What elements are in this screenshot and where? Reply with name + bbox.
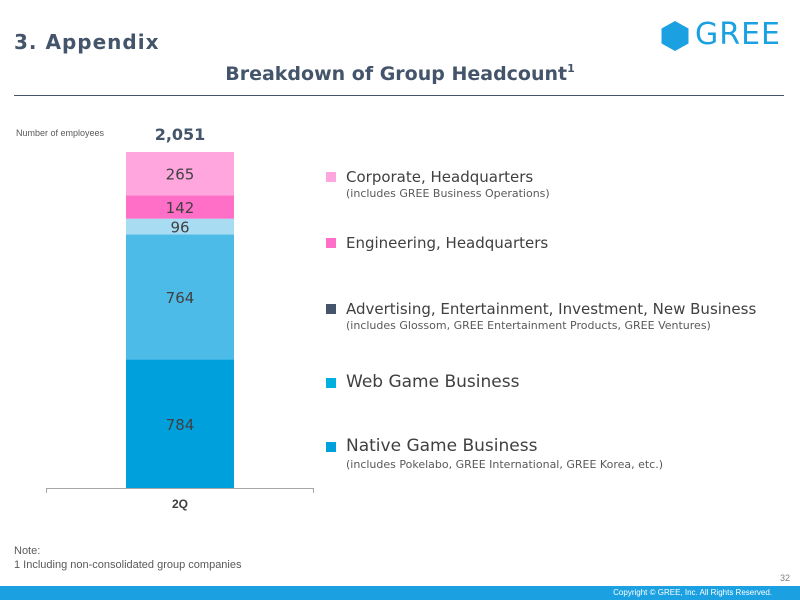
logo-text: GREE <box>695 17 782 52</box>
bar-segment-2 <box>126 218 234 235</box>
total-label: 2,051 <box>154 125 206 144</box>
legend-sublabel: (includes GREE Business Operations) <box>346 187 550 200</box>
category-label: 2Q <box>172 497 188 511</box>
legend-label: Web Game Business <box>346 372 520 392</box>
note-title: Note: <box>14 545 41 557</box>
section-title: 3. Appendix <box>14 30 160 54</box>
legend-sublabel: (includes Glossom, GREE Entertainment Pr… <box>346 319 711 332</box>
legend-swatch <box>326 304 336 314</box>
legend-sublabel: (includes Pokelabo, GREE International, … <box>346 458 664 471</box>
legend-label: Engineering, Headquarters <box>346 234 549 252</box>
title-divider <box>14 95 784 96</box>
legend-swatch <box>326 172 336 182</box>
gree-logo: GREE <box>660 17 782 52</box>
legend-label: Corporate, Headquarters <box>346 168 534 186</box>
note-text: 1 Including non-consolidated group compa… <box>14 559 242 571</box>
bar-value-label-0: 784 <box>166 416 195 434</box>
footer-bar: Copyright © GREE, Inc. All Rights Reserv… <box>0 586 800 600</box>
legend-label: Native Game Business <box>346 436 538 456</box>
copyright: Copyright © GREE, Inc. All Rights Reserv… <box>613 588 772 597</box>
legend-swatch <box>326 378 336 388</box>
footnote-marker: 1 <box>567 62 575 75</box>
hexagon-logo-icon <box>661 21 689 51</box>
slide-title: Breakdown of Group Headcount1 <box>0 62 800 85</box>
bar-value-label-2: 96 <box>170 219 189 237</box>
slide-title-text: Breakdown of Group Headcount <box>225 63 568 85</box>
legend-label: Advertising, Entertainment, Investment, … <box>346 300 757 318</box>
page-number: 32 <box>779 573 790 583</box>
legend-swatch <box>326 238 336 248</box>
bar-segment-1 <box>126 234 234 360</box>
bar-segment-3 <box>126 195 234 219</box>
bar-segment-4 <box>126 152 234 196</box>
bar-segment-0 <box>126 359 234 488</box>
bar-value-label-4: 265 <box>166 166 195 184</box>
chart-caption: Number of employees <box>16 128 105 138</box>
bar-value-label-1: 764 <box>166 289 195 307</box>
bar-value-label-3: 142 <box>166 199 195 217</box>
legend-swatch <box>326 442 336 452</box>
